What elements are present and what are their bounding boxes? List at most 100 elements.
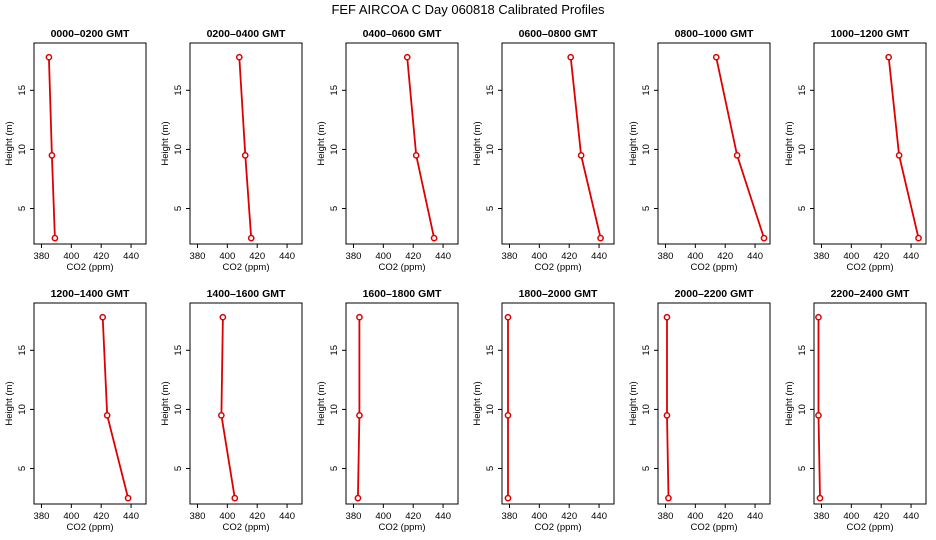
y-tick-label: 15 [797, 345, 808, 356]
profile-line [817, 317, 821, 499]
y-tick-label: 15 [485, 85, 496, 96]
profile-line [238, 57, 253, 239]
x-tick-label: 400 [375, 511, 391, 522]
panel-6: 1000–1200 GMT 380 400 420 440 5 10 15 CO2 (ppm) H… [784, 28, 927, 273]
panel-3: 0400–0600 GMT 380 400 420 440 5 10 15 CO2 (ppm) H… [316, 28, 459, 273]
x-tick-label: 440 [435, 511, 451, 522]
y-tick-label: 5 [485, 206, 496, 211]
x-tick-label: 440 [747, 511, 763, 522]
y-axis-label: Height (m) [784, 381, 795, 425]
profile-point [885, 53, 893, 61]
x-tick-label: 440 [279, 511, 295, 522]
x-axis-label: CO2 (ppm) [847, 262, 894, 273]
profile-line [887, 57, 920, 239]
profile-point [218, 411, 225, 419]
x-axis-label: CO2 (ppm) [379, 262, 426, 273]
x-axis-label: CO2 (ppm) [379, 522, 426, 533]
x-tick-label: 380 [346, 251, 362, 262]
plot-frame [657, 42, 771, 245]
x-tick-label: 420 [405, 511, 421, 522]
x-tick-label: 420 [717, 251, 733, 262]
profile-point [247, 234, 255, 242]
x-tick-label: 380 [502, 511, 518, 522]
x-axis-label: CO2 (ppm) [535, 262, 582, 273]
x-tick-label: 400 [63, 251, 79, 262]
panel-title: 2200–2400 GMT [831, 288, 910, 300]
profile-point [430, 234, 438, 242]
y-tick-label: 10 [17, 404, 28, 415]
x-tick-label: 380 [502, 251, 518, 262]
panel-title: 0000–0200 GMT [51, 28, 130, 40]
y-tick-label: 10 [797, 144, 808, 155]
profile-point [665, 494, 672, 502]
x-tick-label: 420 [249, 251, 265, 262]
profile-point [235, 53, 243, 61]
profile-line [48, 57, 56, 239]
x-tick-label: 380 [814, 511, 830, 522]
y-tick-label: 5 [17, 206, 28, 211]
profile-point [504, 494, 512, 502]
panel-title: 2000–2200 GMT [675, 288, 754, 300]
y-axis-label: Height (m) [160, 121, 171, 165]
y-tick-label: 10 [173, 404, 184, 415]
profile-point [915, 234, 922, 242]
profile-point [231, 494, 239, 502]
y-tick-label: 10 [329, 404, 340, 415]
x-tick-label: 420 [249, 511, 265, 522]
x-tick-label: 440 [591, 251, 607, 262]
panel-9: 1600–1800 GMT 380 400 420 440 5 10 15 CO2 (ppm) H… [316, 288, 459, 533]
x-tick-label: 400 [843, 511, 859, 522]
x-tick-label: 400 [219, 251, 235, 262]
x-tick-label: 380 [814, 251, 830, 262]
x-tick-label: 400 [687, 251, 703, 262]
x-axis-label: CO2 (ppm) [535, 522, 582, 533]
panel-8: 1400–1600 GMT 380 400 420 440 5 10 15 CO2 (ppm) H… [160, 288, 303, 533]
y-tick-label: 15 [173, 345, 184, 356]
y-tick-label: 10 [173, 144, 184, 155]
y-tick-label: 15 [173, 85, 184, 96]
profile-point [567, 53, 575, 61]
profile-line [715, 57, 765, 239]
y-tick-label: 5 [641, 466, 652, 471]
profile-point [412, 151, 420, 159]
x-tick-label: 400 [375, 251, 391, 262]
profile-point [354, 494, 362, 502]
y-axis-label: Height (m) [160, 381, 171, 425]
profile-point [504, 313, 512, 321]
profile-point [99, 313, 107, 321]
profile-point [760, 234, 768, 242]
profile-point [663, 313, 671, 321]
panel-title: 0600–0800 GMT [519, 28, 598, 40]
panel-title: 0200–0400 GMT [207, 28, 286, 40]
x-tick-label: 380 [658, 511, 674, 522]
y-axis-label: Height (m) [628, 121, 639, 165]
plot-frame [345, 42, 459, 245]
plot-frame [501, 302, 615, 505]
panel-title: 1000–1200 GMT [831, 28, 910, 40]
y-tick-label: 10 [797, 404, 808, 415]
plot-frame [813, 302, 927, 505]
panel-5: 0800–1000 GMT 380 400 420 440 5 10 15 CO2 (ppm) H… [628, 28, 771, 273]
y-tick-label: 5 [173, 466, 184, 471]
y-axis-label: Height (m) [472, 121, 483, 165]
x-tick-label: 380 [34, 511, 50, 522]
profile-point [403, 53, 411, 61]
x-tick-label: 440 [435, 251, 451, 262]
x-axis-label: CO2 (ppm) [223, 522, 270, 533]
y-tick-label: 15 [17, 85, 28, 96]
profile-point [48, 151, 56, 159]
panel-title: 1400–1600 GMT [207, 288, 286, 300]
x-tick-label: 440 [591, 511, 607, 522]
x-tick-label: 420 [93, 511, 109, 522]
profile-point [663, 411, 671, 419]
y-tick-label: 15 [641, 85, 652, 96]
x-tick-label: 380 [658, 251, 674, 262]
profile-line [220, 317, 236, 499]
panel-10: 1800–2000 GMT 380 400 420 440 5 10 15 CO2 (ppm) H… [472, 288, 615, 533]
profile-line [569, 57, 602, 239]
plot-frame [189, 42, 303, 245]
x-tick-label: 380 [190, 251, 206, 262]
profile-point [712, 53, 720, 61]
y-tick-label: 5 [173, 206, 184, 211]
